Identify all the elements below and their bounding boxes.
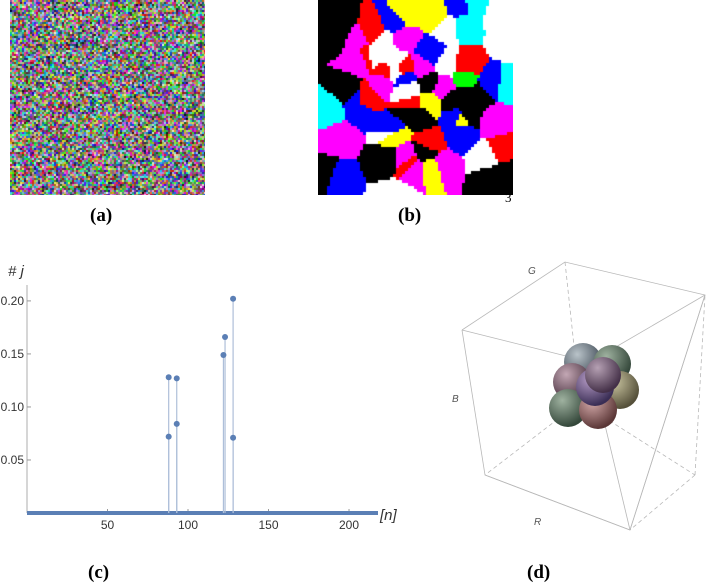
y-axis-label: # j (8, 263, 25, 280)
x-tick-label: 100 (178, 518, 198, 532)
data-point (173, 420, 180, 427)
noise-image (10, 0, 205, 195)
chart-axes: 0.05 0.10 0.15 0.20 50 100 150 200 (1, 285, 378, 532)
panel-b-number: 3 (505, 190, 512, 205)
data-point (173, 375, 180, 382)
cube-axis-label-g: G (528, 266, 536, 277)
cube-axis-label-r: R (534, 517, 541, 528)
data-point (165, 374, 172, 381)
sphere (549, 389, 587, 427)
y-tick-label: 0.10 (1, 400, 25, 414)
data-point (165, 433, 172, 440)
chart-marks (27, 295, 378, 515)
data-point (220, 351, 227, 358)
stem-chart: 0.05 0.10 0.15 0.20 50 100 150 200 # j [n] (1, 263, 398, 532)
segmented-image (318, 0, 513, 195)
x-axis-label: [n] (379, 507, 398, 524)
rgb-cube-plot: G B R (452, 261, 706, 531)
x-tick-label: 50 (101, 518, 115, 532)
data-point (230, 295, 237, 302)
caption-b: (b) (398, 205, 422, 226)
y-tick-label: 0.05 (1, 453, 25, 467)
data-point (222, 333, 229, 340)
caption-d: (d) (527, 562, 551, 583)
cube-axis-label-b: B (452, 394, 459, 405)
caption-a: (a) (90, 205, 113, 226)
x-tick-label: 200 (339, 518, 359, 532)
sphere (585, 357, 621, 393)
panel-a-noise-image (10, 0, 205, 195)
data-point (230, 434, 237, 441)
sphere-cluster (549, 343, 639, 429)
y-tick-label: 0.15 (1, 347, 25, 361)
panel-b-segmented-image (318, 0, 513, 195)
y-tick-label: 0.20 (1, 294, 25, 308)
x-tick-label: 150 (258, 518, 278, 532)
caption-c: (c) (88, 562, 110, 583)
